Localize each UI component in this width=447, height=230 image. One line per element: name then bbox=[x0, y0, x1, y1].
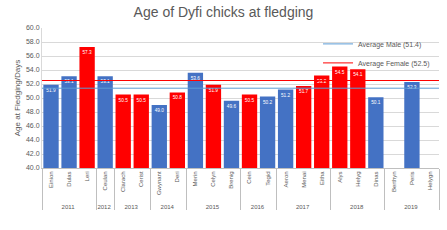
svg-text:Helyg: Helyg bbox=[355, 171, 361, 186]
svg-text:44.0: 44.0 bbox=[26, 136, 40, 143]
svg-text:49.6: 49.6 bbox=[227, 104, 237, 109]
svg-text:Tegid: Tegid bbox=[265, 171, 271, 185]
svg-text:Brenig: Brenig bbox=[228, 171, 234, 188]
svg-text:Peris: Peris bbox=[409, 171, 415, 185]
svg-text:57.3: 57.3 bbox=[82, 50, 92, 55]
svg-text:Einion: Einion bbox=[48, 171, 54, 188]
svg-text:Age of Dyfi chicks at fledging: Age of Dyfi chicks at fledging bbox=[134, 4, 314, 20]
svg-text:60.0: 60.0 bbox=[26, 24, 40, 31]
svg-text:51.9: 51.9 bbox=[46, 88, 56, 93]
svg-text:Deri: Deri bbox=[174, 171, 180, 182]
svg-text:Average Female (52.5): Average Female (52.5) bbox=[358, 60, 429, 68]
svg-text:Merin: Merin bbox=[192, 171, 198, 186]
svg-text:53.6: 53.6 bbox=[191, 76, 201, 81]
svg-text:Eitha: Eitha bbox=[319, 171, 325, 185]
svg-text:Leri: Leri bbox=[84, 171, 90, 181]
svg-text:2018: 2018 bbox=[350, 204, 364, 210]
svg-text:Ceulan: Ceulan bbox=[102, 171, 108, 190]
svg-text:Menai: Menai bbox=[301, 171, 307, 187]
svg-text:52.3: 52.3 bbox=[407, 85, 417, 90]
svg-text:51.9: 51.9 bbox=[209, 88, 219, 93]
svg-text:51.2: 51.2 bbox=[281, 93, 291, 98]
svg-text:2013: 2013 bbox=[125, 204, 139, 210]
svg-text:Berthyn: Berthyn bbox=[391, 171, 397, 192]
svg-text:Average Male (51.4): Average Male (51.4) bbox=[358, 41, 421, 49]
svg-text:Cein: Cein bbox=[246, 171, 252, 183]
svg-text:2011: 2011 bbox=[62, 204, 76, 210]
svg-text:2019: 2019 bbox=[404, 204, 418, 210]
svg-text:49.0: 49.0 bbox=[155, 108, 165, 113]
svg-text:46.0: 46.0 bbox=[26, 122, 40, 129]
svg-text:Celyn: Celyn bbox=[210, 171, 216, 186]
svg-text:53.1: 53.1 bbox=[100, 79, 110, 84]
svg-text:58.0: 58.0 bbox=[26, 38, 40, 45]
svg-text:2014: 2014 bbox=[161, 204, 175, 210]
svg-text:40.0: 40.0 bbox=[26, 164, 40, 171]
svg-text:Dinas: Dinas bbox=[373, 171, 379, 186]
svg-text:50.1: 50.1 bbox=[371, 100, 381, 105]
svg-text:2015: 2015 bbox=[206, 204, 220, 210]
svg-text:Age at Fledging/Days: Age at Fledging/Days bbox=[13, 60, 22, 137]
svg-text:42.0: 42.0 bbox=[26, 150, 40, 157]
svg-text:56.0: 56.0 bbox=[26, 52, 40, 59]
svg-text:50.8: 50.8 bbox=[173, 95, 183, 100]
svg-text:50.5: 50.5 bbox=[119, 98, 129, 103]
svg-text:53.2: 53.2 bbox=[317, 79, 327, 84]
svg-text:Clarach: Clarach bbox=[120, 171, 126, 192]
svg-text:48.0: 48.0 bbox=[26, 108, 40, 115]
svg-text:50.2: 50.2 bbox=[263, 100, 273, 105]
svg-text:50.0: 50.0 bbox=[26, 94, 40, 101]
svg-text:2012: 2012 bbox=[97, 204, 111, 210]
svg-text:Dulas: Dulas bbox=[66, 171, 72, 186]
svg-text:2017: 2017 bbox=[296, 204, 310, 210]
svg-text:Aeron: Aeron bbox=[283, 171, 289, 187]
svg-text:2016: 2016 bbox=[251, 204, 265, 210]
svg-text:54.1: 54.1 bbox=[353, 72, 363, 77]
svg-text:54.5: 54.5 bbox=[335, 70, 345, 75]
svg-text:Gwynant: Gwynant bbox=[156, 171, 162, 195]
svg-text:50.5: 50.5 bbox=[137, 98, 147, 103]
svg-text:53.1: 53.1 bbox=[64, 79, 74, 84]
svg-text:51.7: 51.7 bbox=[299, 89, 309, 94]
svg-text:50.5: 50.5 bbox=[245, 98, 255, 103]
svg-text:Alys: Alys bbox=[337, 171, 343, 182]
svg-text:52.0: 52.0 bbox=[26, 80, 40, 87]
svg-text:Helygn: Helygn bbox=[427, 171, 433, 190]
svg-text:Cerist: Cerist bbox=[138, 171, 144, 187]
svg-text:54.0: 54.0 bbox=[26, 66, 40, 73]
